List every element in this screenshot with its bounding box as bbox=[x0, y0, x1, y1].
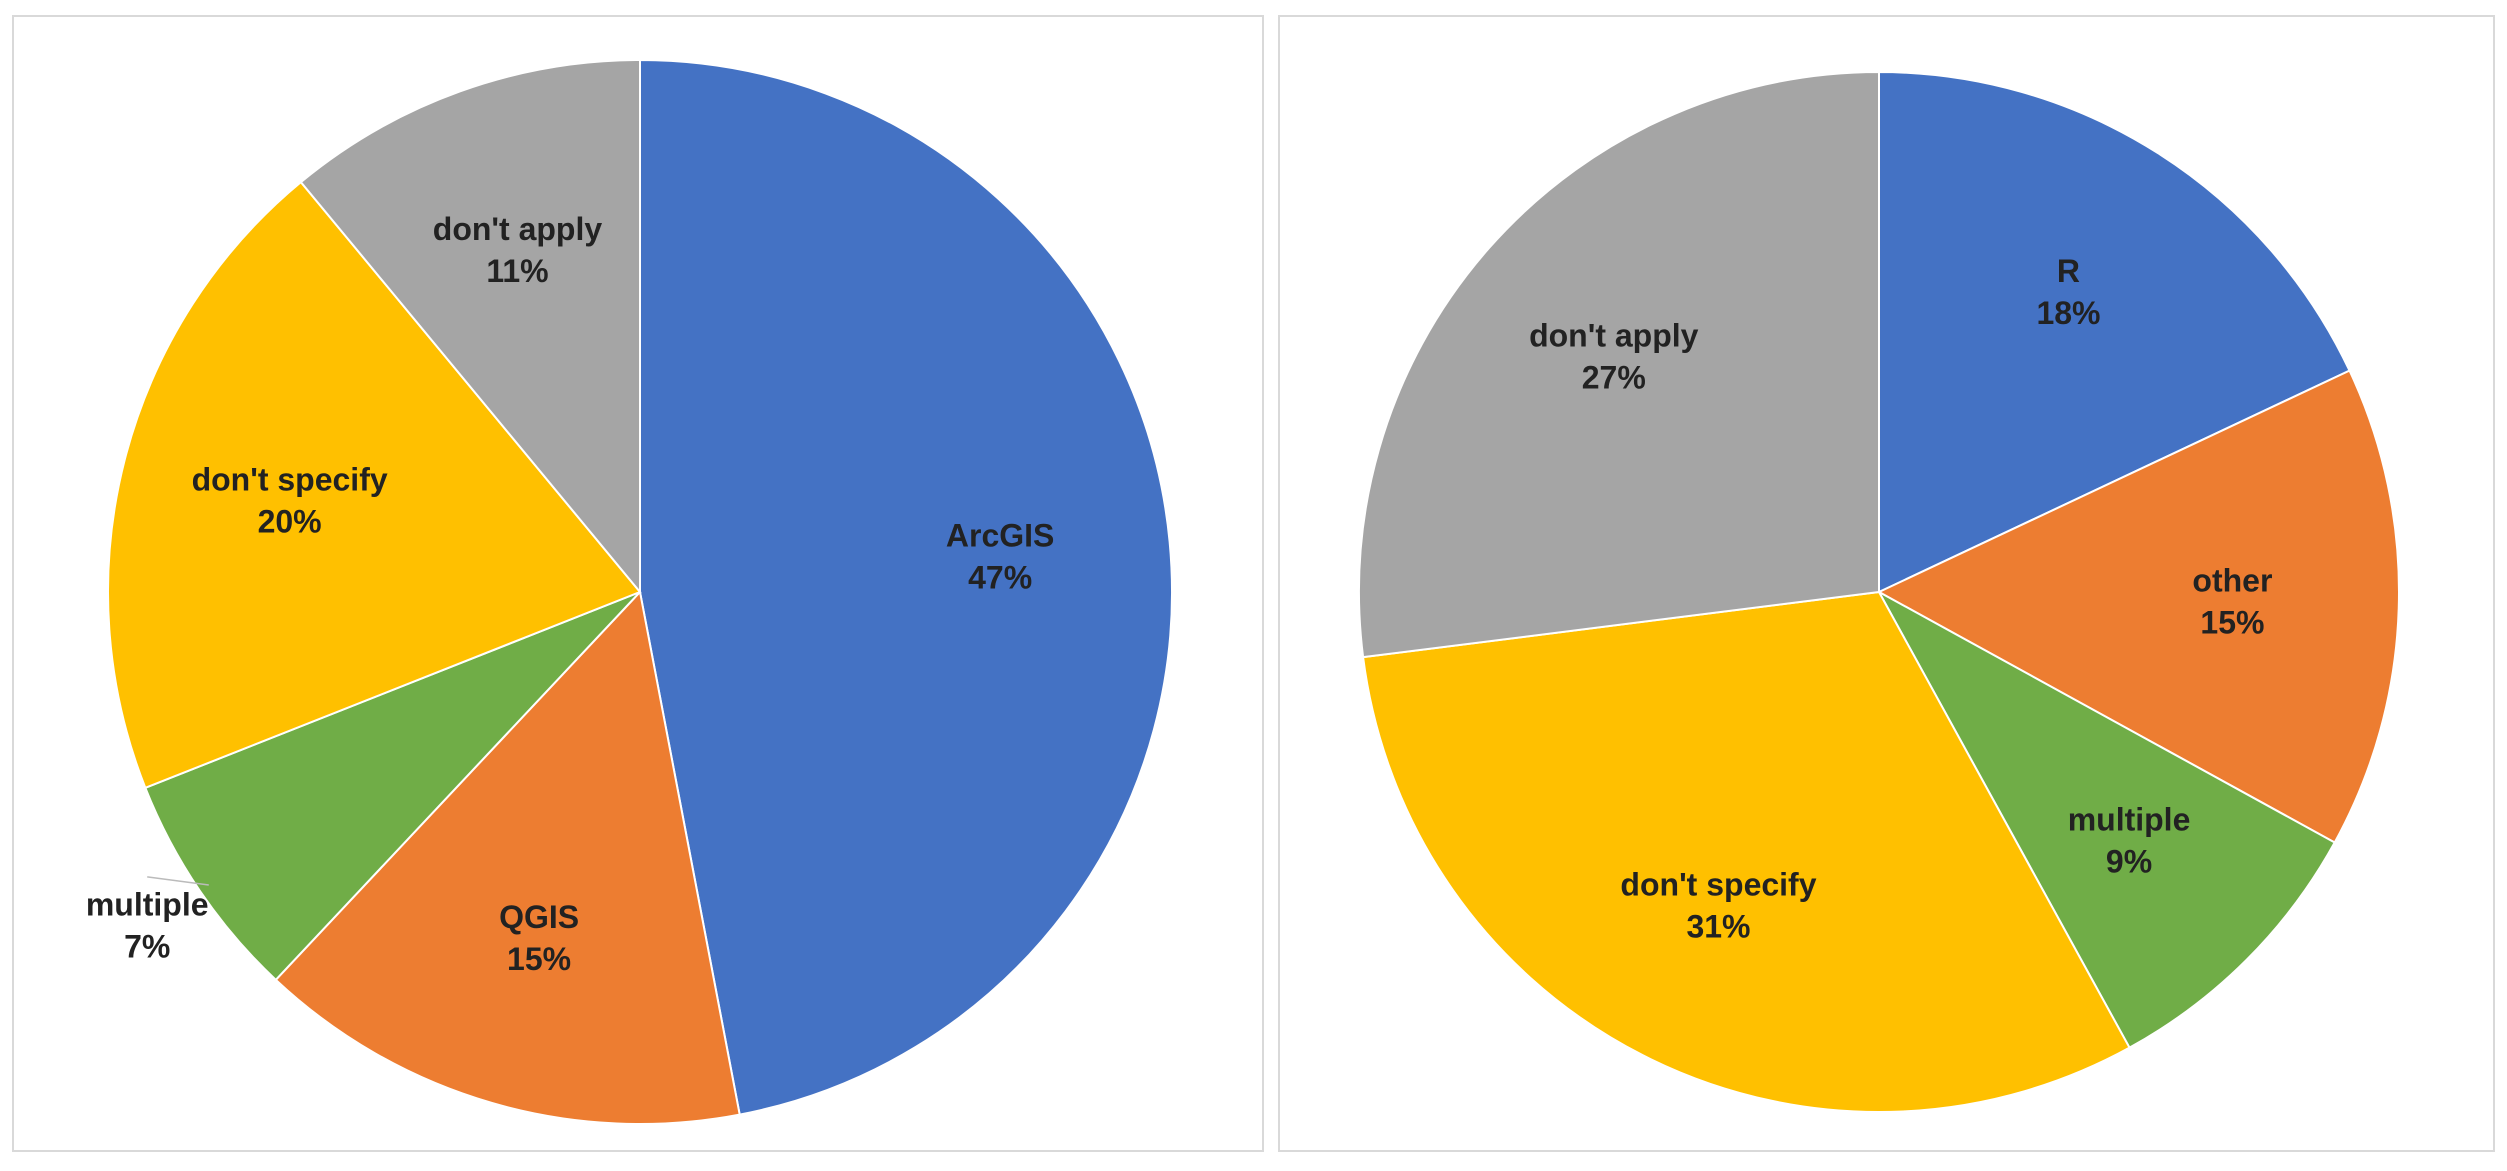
value-label: 20% bbox=[258, 503, 322, 539]
slice-label: multiple bbox=[86, 886, 209, 922]
slice-label: R bbox=[2057, 253, 2080, 289]
pie-slice bbox=[274, 589, 741, 1125]
slice-label: don't specify bbox=[1620, 867, 1816, 903]
slice-label: ArcGIS bbox=[946, 517, 1054, 553]
pie-slice bbox=[1358, 70, 1880, 659]
value-label: 9% bbox=[2106, 843, 2152, 879]
value-label: 31% bbox=[1686, 909, 1750, 945]
slice-label: don't apply bbox=[1529, 318, 1699, 354]
slice-label: QGIS bbox=[499, 899, 579, 935]
value-label: 11% bbox=[486, 253, 548, 289]
value-label: 47% bbox=[968, 559, 1032, 595]
pie-slice bbox=[144, 591, 641, 982]
slice-label: don't specify bbox=[192, 461, 388, 497]
leader-line bbox=[147, 876, 209, 886]
value-label: 27% bbox=[1582, 360, 1646, 396]
pie-slice bbox=[1876, 369, 2400, 844]
pie-slice bbox=[299, 58, 641, 595]
slice-label: multiple bbox=[2068, 801, 2191, 837]
value-label: 7% bbox=[124, 928, 170, 964]
value-label: 18% bbox=[2036, 295, 2100, 331]
pie-slice bbox=[1878, 70, 2351, 594]
slice-label: other bbox=[2192, 563, 2272, 599]
value-label: 15% bbox=[507, 941, 571, 977]
value-label: 15% bbox=[2200, 605, 2264, 641]
pie-slice bbox=[1876, 589, 2337, 1050]
slice-label: don't apply bbox=[433, 211, 603, 247]
pie-slice bbox=[1361, 590, 2131, 1113]
pie-slice bbox=[639, 58, 1173, 1116]
pie-slice bbox=[107, 180, 642, 790]
